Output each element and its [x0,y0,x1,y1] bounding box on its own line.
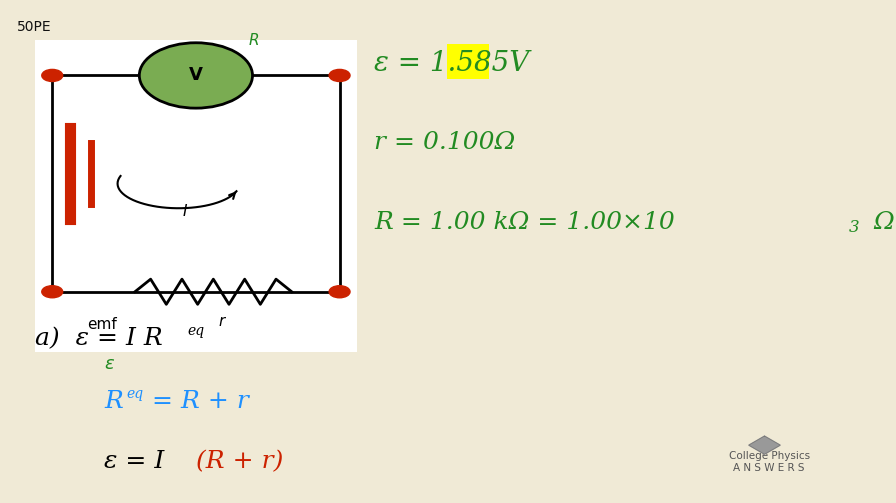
Text: ε = 1.585V: ε = 1.585V [375,50,530,77]
Circle shape [139,43,253,108]
Text: r = 0.100Ω: r = 0.100Ω [375,131,516,154]
Text: R: R [105,390,124,413]
Text: = R + r: = R + r [143,390,248,413]
FancyBboxPatch shape [35,40,357,352]
Text: R: R [248,33,259,48]
Text: (R + r): (R + r) [196,450,283,473]
Text: V: V [189,66,202,85]
Text: r: r [219,314,225,329]
Text: R = 1.00 kΩ = 1.00×10: R = 1.00 kΩ = 1.00×10 [375,211,676,234]
Circle shape [42,69,63,81]
Text: a)  ε = I R: a) ε = I R [35,327,162,350]
Text: 50PE: 50PE [17,20,52,34]
Text: ε = I: ε = I [105,450,165,473]
Text: Ω: Ω [866,211,895,234]
Text: emf: emf [87,317,116,332]
Circle shape [42,286,63,298]
Text: eq: eq [187,324,204,339]
Text: ε: ε [105,355,114,373]
FancyBboxPatch shape [447,44,489,79]
Text: 3: 3 [849,219,859,236]
Polygon shape [749,436,780,454]
Text: I: I [183,204,187,219]
Text: College Physics
A N S W E R S: College Physics A N S W E R S [728,451,810,473]
Text: eq: eq [126,387,143,401]
Circle shape [329,69,350,81]
Circle shape [329,286,350,298]
